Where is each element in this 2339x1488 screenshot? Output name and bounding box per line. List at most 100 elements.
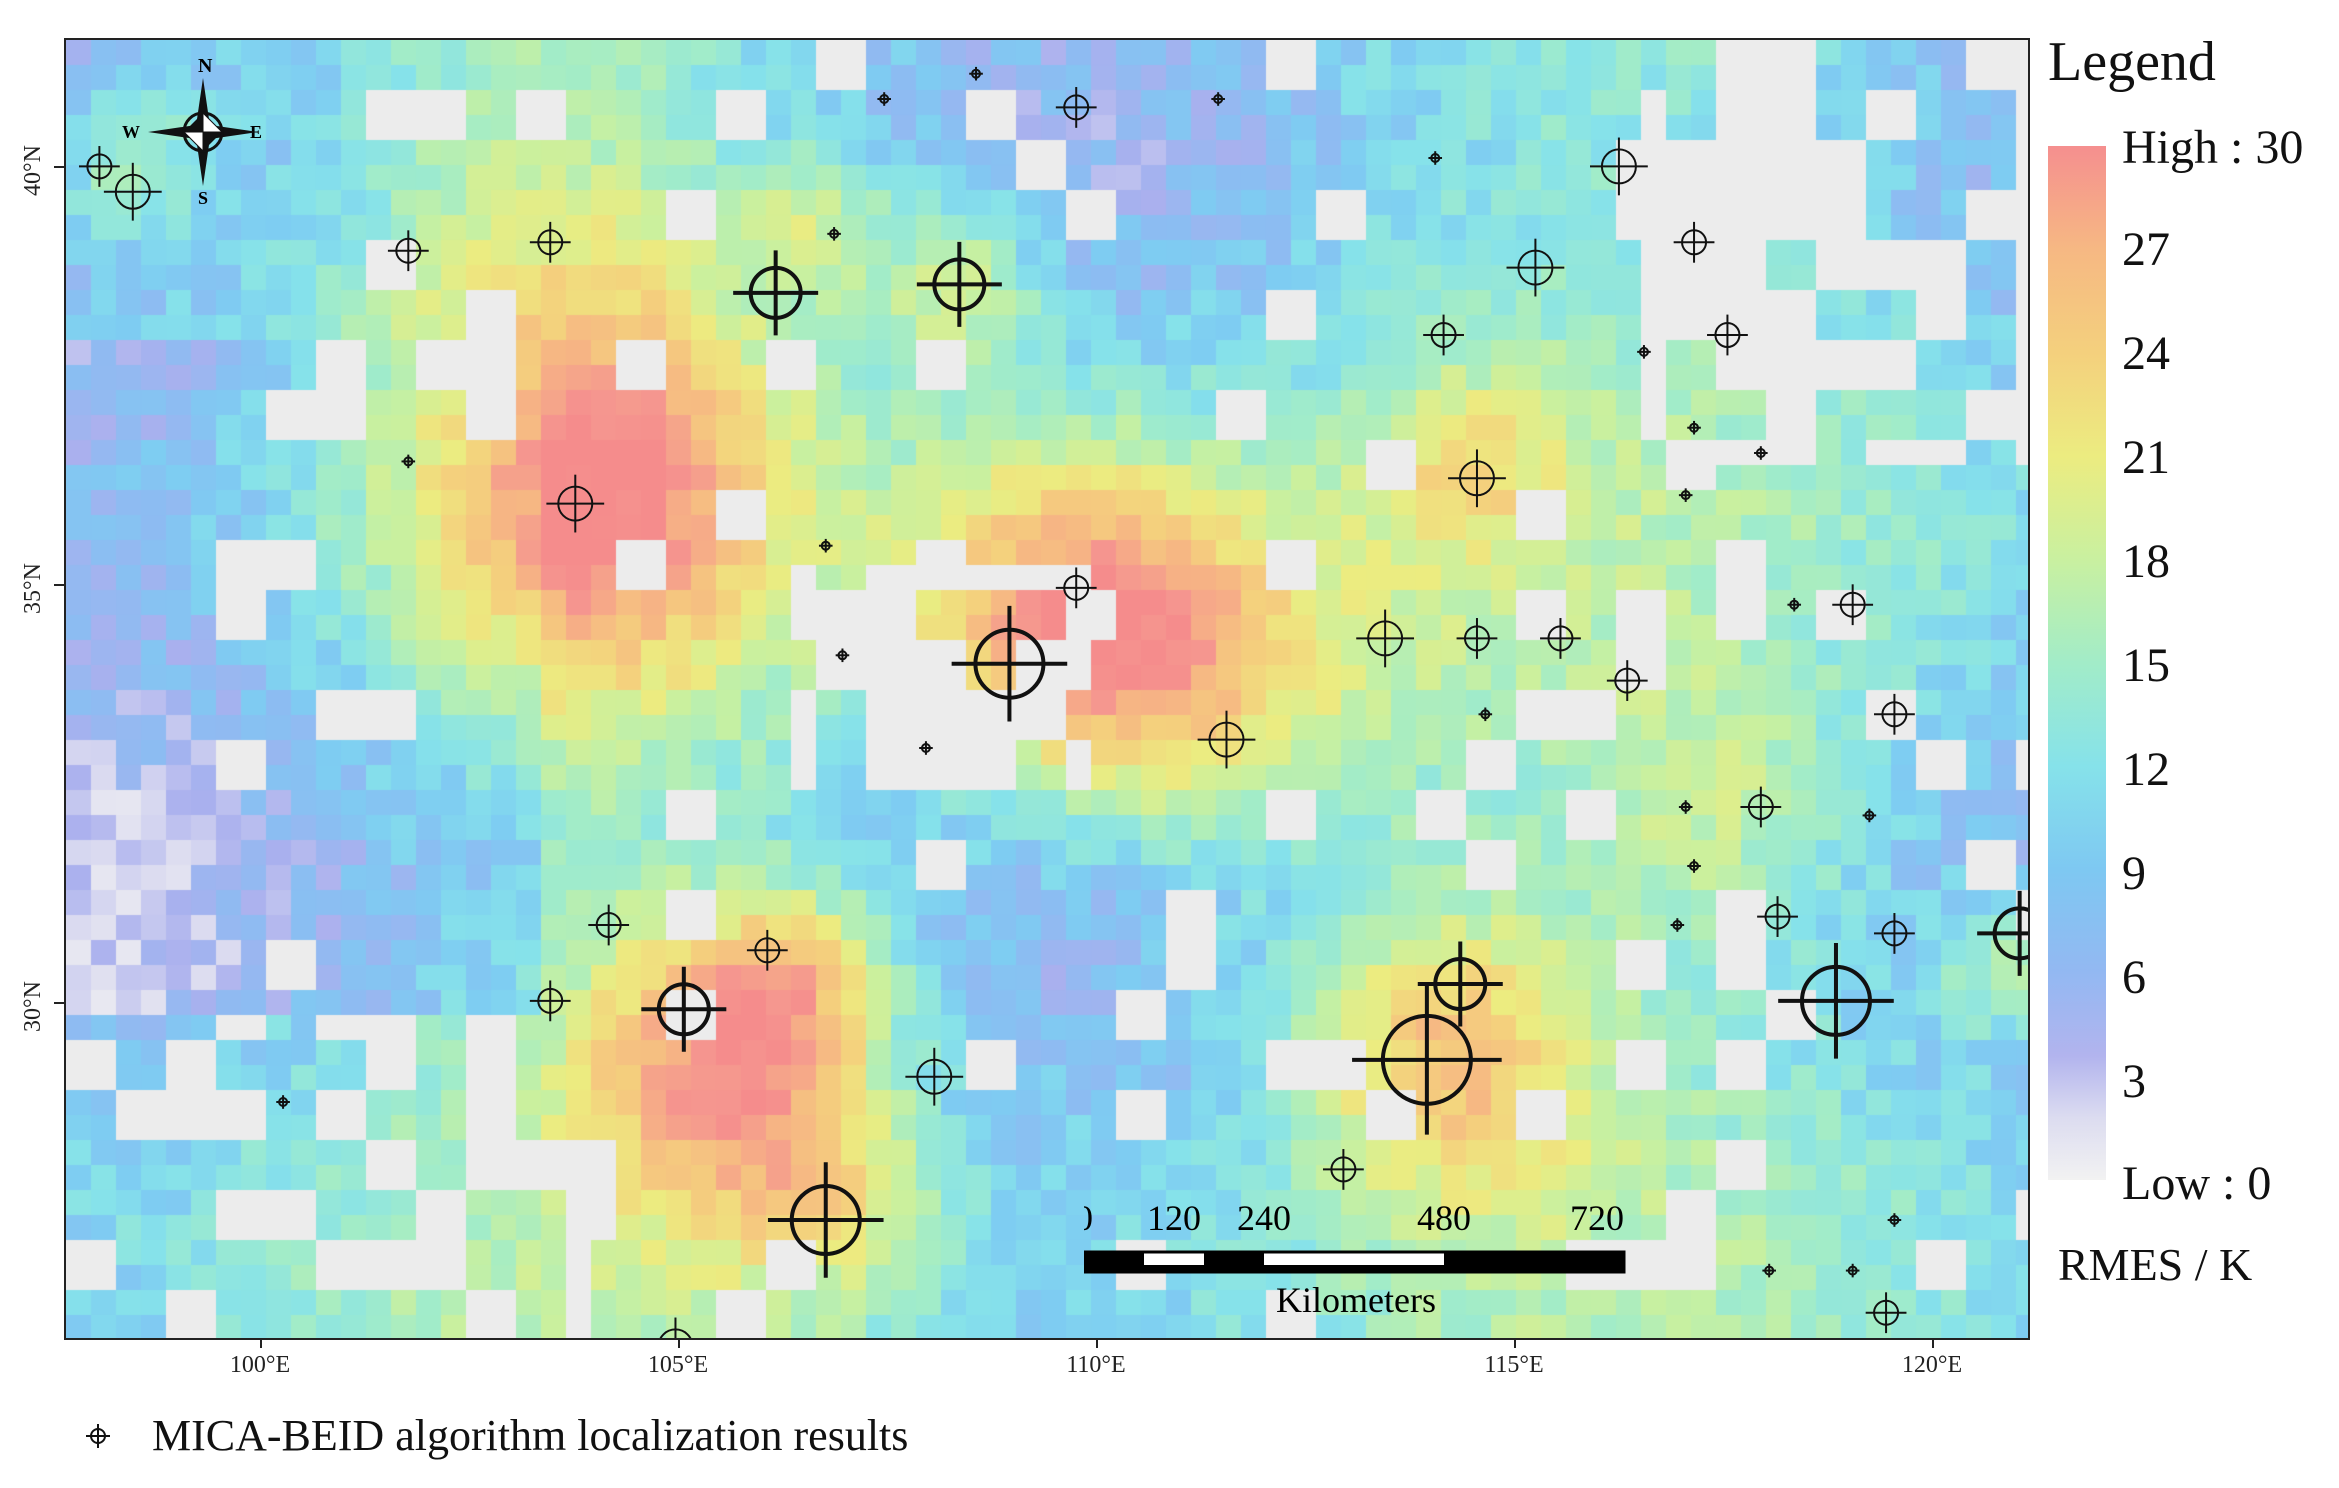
localization-marker [659, 1317, 692, 1338]
localization-marker [877, 92, 891, 106]
x-tick-mark [1932, 1338, 1934, 1348]
y-tick-mark [54, 166, 64, 168]
legend-low-label: Low : 0 [2122, 1157, 2272, 1210]
localization-marker [951, 605, 1068, 722]
scale-bar: 0 120 240 480 720 Kilometers [1084, 1198, 1626, 1320]
legend-tick: 6 [2122, 951, 2146, 1004]
legend-tick: 12 [2122, 743, 2170, 796]
legend-tick: 9 [2122, 847, 2146, 900]
localization-marker [1762, 1263, 1776, 1278]
localization-marker [827, 227, 841, 241]
x-tick-100: 100°E [229, 1352, 291, 1378]
localization-marker [529, 221, 571, 263]
localization-marker [1778, 943, 1894, 1059]
legend-tick: 3 [2122, 1055, 2146, 1108]
localization-marker [401, 454, 416, 469]
x-tick-mark [1514, 1338, 1516, 1348]
crosshair-icon [86, 1423, 110, 1448]
localization-markers [78, 66, 2028, 1338]
localization-marker [1540, 618, 1581, 659]
localization-marker [1428, 151, 1443, 165]
compass-west: W [122, 122, 140, 142]
localization-marker [1356, 609, 1415, 668]
localization-marker [1977, 890, 2028, 976]
legend-color-ramp [2048, 146, 2106, 1180]
localization-marker [746, 929, 788, 971]
localization-marker [1456, 618, 1498, 659]
localization-marker [1687, 859, 1701, 873]
legend-title: Legend [2048, 31, 2216, 93]
legend-high-label: High : 30 [2122, 121, 2304, 174]
localization-marker [767, 1162, 884, 1278]
localization-marker [1423, 314, 1464, 356]
localization-marker [835, 648, 850, 663]
legend-tick: 15 [2122, 639, 2170, 692]
rmse-raster [66, 40, 2028, 1338]
localization-marker [276, 1095, 290, 1109]
localization-marker [1678, 800, 1693, 814]
localization-marker [103, 162, 162, 221]
localization-marker [1670, 918, 1685, 932]
localization-marker [1757, 896, 1798, 937]
legend-tick: 27 [2122, 223, 2170, 276]
localization-marker [1687, 420, 1701, 435]
localization-marker [1211, 92, 1225, 106]
y-tick-mark [54, 584, 64, 586]
x-tick-115: 115°E [1484, 1352, 1544, 1378]
localization-marker [1832, 584, 1874, 626]
localization-marker [78, 146, 120, 187]
localization-marker [1887, 1213, 1902, 1227]
localization-marker [905, 1047, 964, 1106]
rmse-map [64, 38, 2030, 1340]
localization-marker [1448, 449, 1506, 508]
localization-marker [916, 241, 1002, 327]
localization-marker [1874, 693, 1915, 735]
legend-tick: 24 [2122, 327, 2170, 380]
x-tick-mark [678, 1338, 680, 1348]
localization-marker [1754, 446, 1768, 460]
x-tick-mark [1096, 1338, 1098, 1348]
scale-label-0: 0 [1084, 1198, 1093, 1238]
legend-tick: 18 [2122, 535, 2170, 588]
localization-marker [818, 538, 833, 553]
localization-marker [1787, 597, 1802, 612]
localization-marker [1637, 345, 1651, 359]
localization-marker [1707, 314, 1748, 356]
compass-north: N [198, 56, 213, 77]
localization-marker [1506, 238, 1565, 297]
localization-marker [1055, 87, 1097, 128]
localization-marker [1197, 710, 1256, 769]
marker-legend-label: MICA-BEID algorithm localization results [152, 1411, 909, 1460]
y-tick-30: 30°N [20, 981, 46, 1032]
localization-marker [1673, 221, 1715, 263]
marker-legend: MICA-BEID algorithm localization results [84, 1410, 908, 1461]
localization-marker [1865, 1292, 1907, 1334]
localization-marker [1874, 913, 1915, 954]
x-tick-105: 105°E [647, 1352, 709, 1378]
x-tick-mark [260, 1338, 262, 1348]
localization-marker [641, 966, 727, 1052]
localization-marker [1862, 808, 1877, 823]
localization-marker [1055, 567, 1097, 609]
localization-marker [1590, 137, 1648, 196]
localization-marker [919, 741, 933, 755]
localization-marker [1478, 707, 1493, 722]
scale-unit: Kilometers [1276, 1280, 1436, 1320]
legend-tick: 21 [2122, 431, 2170, 484]
localization-marker [969, 66, 983, 81]
legend-unit: RMES / K [2058, 1239, 2253, 1290]
localization-marker [1352, 985, 1502, 1135]
localization-marker [1845, 1263, 1860, 1278]
scale-label-1: 120 [1147, 1198, 1201, 1238]
x-tick-110: 110°E [1066, 1352, 1126, 1378]
compass-south: S [198, 188, 208, 206]
localization-marker [546, 474, 605, 533]
localization-marker [588, 904, 630, 946]
y-tick-40: 40°N [20, 145, 46, 196]
localization-marker [733, 250, 819, 336]
localization-marker [1740, 786, 1782, 828]
y-tick-mark [54, 1002, 64, 1004]
scale-label-2: 240 [1237, 1198, 1291, 1238]
scale-label-4: 720 [1570, 1198, 1624, 1238]
scale-label-3: 480 [1417, 1198, 1471, 1238]
